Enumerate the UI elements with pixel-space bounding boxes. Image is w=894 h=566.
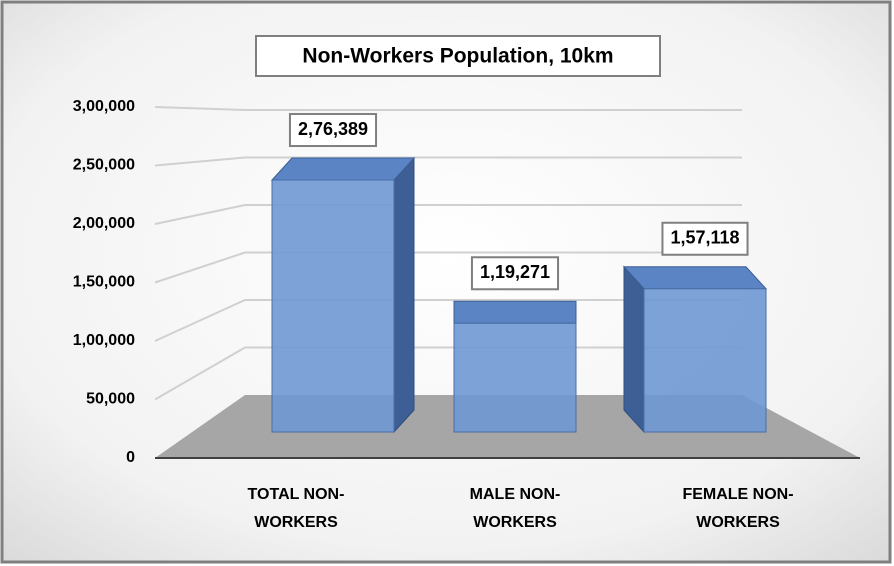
x-tick-label: TOTAL NON-WORKERS bbox=[248, 486, 345, 531]
y-tick-label: 1,50,000 bbox=[73, 274, 135, 291]
x-tick-label: MALE NON-WORKERS bbox=[470, 486, 561, 531]
grid-line bbox=[154, 299, 742, 342]
y-tick-label: 0 bbox=[126, 449, 135, 466]
value-label-box bbox=[288, 113, 378, 148]
bar bbox=[453, 300, 577, 433]
value-label: 1,19,271 bbox=[480, 262, 550, 282]
bar-front bbox=[643, 288, 767, 433]
chart-title: Non-Workers Population, 10km bbox=[302, 45, 613, 68]
y-tick-label: 3,00,000 bbox=[73, 98, 135, 115]
value-label: 1,57,118 bbox=[670, 228, 739, 248]
value-label-box bbox=[661, 221, 749, 256]
title-box bbox=[255, 35, 661, 77]
value-label-box bbox=[470, 256, 560, 291]
bar bbox=[622, 265, 768, 434]
bar-top bbox=[453, 300, 577, 324]
bar-top bbox=[270, 157, 416, 181]
grid-line bbox=[154, 204, 742, 225]
y-tick-label: 50,000 bbox=[86, 391, 135, 408]
grid-line bbox=[154, 156, 742, 167]
value-label: 2,76,389 bbox=[298, 119, 368, 139]
y-tick-label: 2,00,000 bbox=[73, 215, 135, 232]
bar-side bbox=[393, 156, 415, 434]
grid-line bbox=[154, 251, 742, 284]
bar-front bbox=[453, 322, 577, 433]
bar bbox=[270, 156, 416, 434]
bar-front bbox=[271, 179, 395, 433]
grid-line bbox=[154, 106, 742, 111]
bar-side bbox=[623, 265, 645, 434]
x-tick-label: FEMALE NON-WORKERS bbox=[682, 486, 793, 531]
y-tick-label: 2,50,000 bbox=[73, 157, 135, 174]
y-tick-label: 1,00,000 bbox=[73, 332, 135, 349]
bar-top bbox=[622, 266, 768, 290]
